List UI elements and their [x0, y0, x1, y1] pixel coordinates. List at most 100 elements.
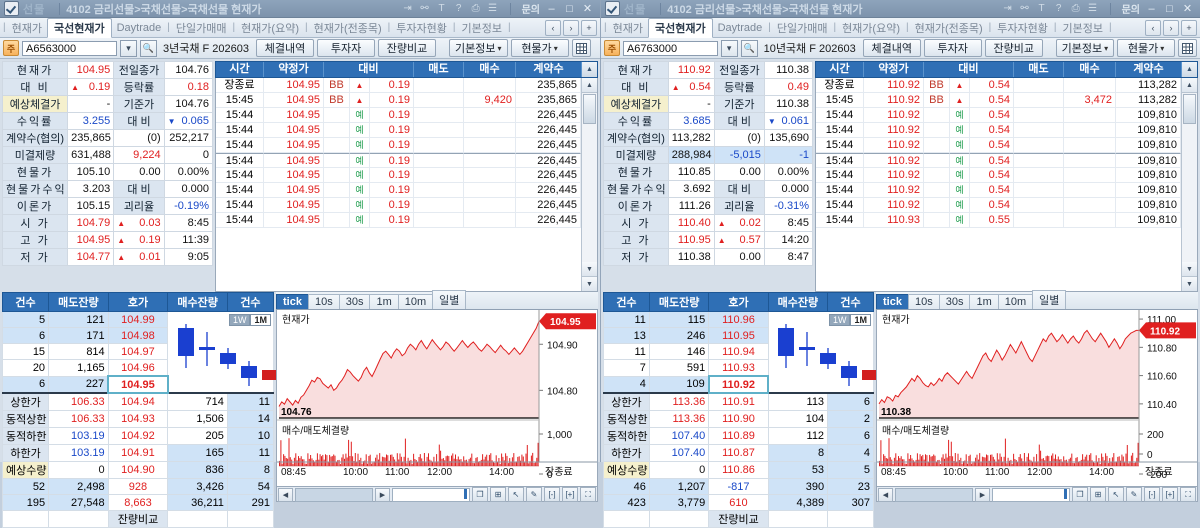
ask-price[interactable]: 104.96 — [107, 359, 169, 377]
badge-1m[interactable]: 1M — [850, 314, 871, 326]
zoom-out-icon[interactable]: [-] — [544, 487, 560, 502]
maximize-button[interactable]: □ — [1166, 2, 1173, 15]
balance-compare-button[interactable]: 잔량비교 — [984, 39, 1043, 57]
list-icon[interactable]: ☰ — [1088, 3, 1098, 14]
table-row[interactable]: 15:44 104.95 예 0.19 226,445 — [216, 198, 581, 213]
chart-tab-1m[interactable]: 1m — [969, 294, 999, 309]
trades-list[interactable]: 장종료 110.92 BB ▲ 0.54 113,282 15:45 110.92 BB ▲ 0.5… — [816, 78, 1181, 291]
symbol-code-input[interactable]: A6563000 — [22, 40, 117, 56]
depth-bid-row[interactable]: 예상수량 0 104.90 836 8 — [1, 461, 275, 479]
tab-summary[interactable]: 현재가(요약) — [241, 22, 299, 35]
basic-info-button[interactable]: 기본정보 ▾ — [449, 39, 508, 57]
zoom-in-icon[interactable]: [+] — [562, 487, 578, 502]
balance-compare-button[interactable]: 잔량비교 — [378, 39, 437, 57]
zoom-out-icon[interactable]: [-] — [1144, 487, 1160, 502]
tab-hyeonjaega[interactable]: 현재가 — [11, 22, 42, 35]
scroll-up-icon[interactable]: ▲ — [1182, 78, 1197, 93]
table-row[interactable]: 장종료 104.95 BB ▲ 0.19 235,865 — [216, 78, 581, 93]
inquiry-label[interactable]: 문의 — [1121, 5, 1140, 16]
scroll-track[interactable] — [295, 487, 373, 502]
depth-bid-row[interactable]: 예상수량 0 110.86 53 5 — [603, 461, 874, 479]
chart-tab-1m[interactable]: 1m — [369, 294, 399, 309]
mini-candle-chart[interactable]: 1W 1M — [767, 311, 879, 394]
bid-price[interactable]: 110.91 — [708, 392, 769, 411]
export-icon[interactable]: ⇥ — [403, 3, 412, 14]
depth-ask-row[interactable]: 20 1,165 104.96 — [1, 359, 274, 377]
chevron-down-icon[interactable]: ▾ — [120, 39, 137, 57]
badge-1m[interactable]: 1M — [250, 314, 271, 326]
zoom-track[interactable] — [392, 487, 470, 502]
balance-compare-link[interactable]: 잔량비교 — [708, 510, 769, 528]
zoom-track[interactable] — [992, 487, 1070, 502]
bid-price[interactable]: 104.94 — [107, 392, 169, 411]
table-row[interactable]: 15:44 104.95 예 0.19 226,445 — [216, 183, 581, 198]
chart-tab-10s[interactable]: 10s — [307, 294, 340, 309]
table-row[interactable]: 15:44 110.92 예 0.54 109,810 — [816, 198, 1181, 213]
scroll-thumb[interactable] — [1183, 94, 1196, 124]
bid-price[interactable]: 110.86 — [708, 461, 769, 479]
chart-canvas-right[interactable]: 110.38 현재가 111.00 110.80 110.60 110.40 110.92 매… — [876, 310, 1198, 487]
tab-hyeonjaega[interactable]: 현재가 — [612, 22, 643, 35]
tab-investors[interactable]: 투자자현황 — [396, 22, 447, 35]
trades-scrollbar[interactable]: ▲ ▼ ▼ — [1181, 78, 1197, 291]
print-icon[interactable]: ⎙ — [471, 3, 480, 14]
window-check-icon[interactable] — [4, 1, 19, 16]
depth-ask-row[interactable]: 11 146 110.94 — [603, 343, 874, 360]
draw-icon[interactable]: ✎ — [526, 487, 542, 502]
scroll-down-icon[interactable]: ▼ — [1182, 262, 1197, 277]
depth-table[interactable]: 건수 매도잔량 호가 매수잔량 건수 5 121 104.99 1W 1M 6 171 104.98 15… — [1, 292, 278, 528]
tab-gukseon-hyeonjaega[interactable]: 국선현재가 — [647, 17, 713, 38]
tab-gukseon-hyeonjaega[interactable]: 국선현재가 — [46, 17, 112, 38]
window-copy-icon[interactable]: ❐ — [1072, 487, 1088, 502]
chart-tab-10s[interactable]: 10s — [907, 294, 940, 309]
tab-daytrade[interactable]: Daytrade — [116, 21, 162, 34]
link-icon[interactable]: ⚯ — [420, 3, 429, 14]
bid-price[interactable]: 104.92 — [107, 427, 169, 445]
chevron-down-icon[interactable]: ▾ — [720, 39, 738, 57]
table-row[interactable]: 15:44 110.93 예 0.55 109,810 — [816, 213, 1181, 228]
tab-danilga[interactable]: 단일가매매 — [175, 22, 227, 35]
fit-screen-icon[interactable]: ⛶ — [1180, 487, 1196, 502]
tab-add-button[interactable]: + — [1181, 19, 1197, 36]
table-row[interactable]: 15:44 104.95 예 0.19 226,445 — [216, 138, 581, 153]
balance-compare-link[interactable]: 잔량비교 — [107, 510, 169, 528]
symbol-type-icon[interactable]: 주 — [3, 40, 19, 56]
badge-1w[interactable]: 1W — [828, 314, 851, 326]
table-row[interactable]: 장종료 110.92 BB ▲ 0.54 113,282 — [816, 78, 1181, 93]
ask-price[interactable]: 104.99 — [107, 311, 169, 328]
symbol-type-icon[interactable]: 주 — [604, 40, 620, 56]
depth-ask-row[interactable]: 6 171 104.98 — [1, 327, 274, 344]
tab-investors[interactable]: 투자자현황 — [997, 22, 1048, 35]
bid-price[interactable]: 110.89 — [708, 427, 769, 445]
bid-price[interactable]: 104.90 — [107, 461, 169, 479]
table-row[interactable]: 15:44 104.95 예 0.19 226,445 — [216, 108, 581, 123]
chart-scrollbar-right[interactable]: ◀ ▶ ❐ ⊞ ↖ ✎ [-] [+] ⛶ — [876, 487, 1198, 502]
export-icon[interactable]: ⇥ — [1003, 3, 1012, 14]
cursor-icon[interactable]: ↖ — [1108, 487, 1124, 502]
chart-canvas-left[interactable]: 104.76 현재가 104.90 104.80 104.95 매수/매도체결량 1,000… — [276, 310, 598, 487]
ask-price[interactable]: 110.96 — [708, 311, 769, 328]
ask-price[interactable]: 110.94 — [708, 343, 769, 360]
table-row[interactable]: 15:44 104.95 예 0.19 226,445 — [216, 153, 581, 168]
scroll-track[interactable] — [895, 487, 973, 502]
ask-price[interactable]: 104.97 — [107, 343, 169, 360]
table-row[interactable]: 15:44 110.92 예 0.54 109,810 — [816, 123, 1181, 138]
window-check-icon[interactable] — [605, 1, 620, 16]
ask-price[interactable]: 110.92 — [707, 375, 770, 394]
draw-icon[interactable]: ✎ — [1126, 487, 1142, 502]
print-icon[interactable]: ⎙ — [1071, 3, 1080, 14]
table-row[interactable]: 15:44 104.95 예 0.19 226,445 — [216, 213, 581, 228]
depth-bid-row[interactable]: 상한가 106.33 104.94 714 11 — [1, 392, 275, 411]
chart-tab-10m[interactable]: 10m — [397, 294, 434, 309]
link-icon[interactable]: ⚯ — [1020, 3, 1029, 14]
depth-ask-row[interactable]: 11 115 110.96 1W 1M — [603, 311, 879, 394]
table-row[interactable]: 15:44 110.92 예 0.54 109,810 — [816, 168, 1181, 183]
close-button[interactable]: ✕ — [582, 3, 593, 15]
scroll-top-icon[interactable]: ▲ — [1182, 62, 1197, 77]
depth-bid-row[interactable]: 하한가 103.19 104.91 165 11 — [1, 444, 275, 462]
depth-ask-row[interactable]: 5 121 104.99 1W 1M — [1, 311, 278, 394]
chart-tab-10m[interactable]: 10m — [997, 294, 1034, 309]
scroll-right-icon[interactable]: ▶ — [375, 487, 390, 502]
text-icon[interactable]: T — [1038, 3, 1045, 14]
chart-tab-daily[interactable]: 일별 — [432, 290, 467, 309]
